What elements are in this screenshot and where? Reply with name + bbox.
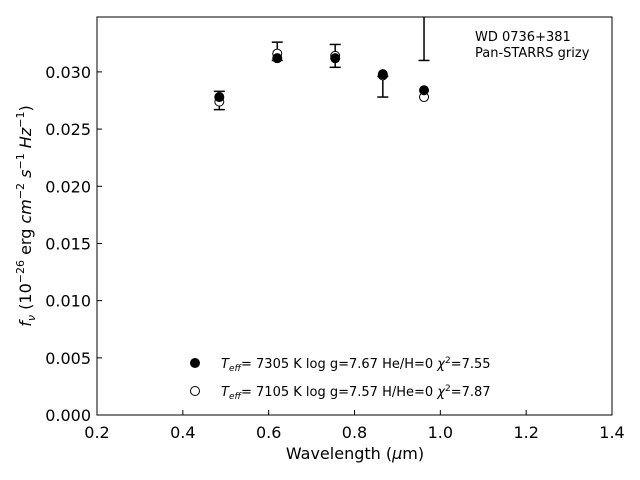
x-tick-label: 1.2	[513, 423, 538, 442]
model-point-filled	[377, 69, 388, 80]
plot-frame	[96, 16, 613, 416]
legend-entry-1: Teff= 7305 K log g=7.67 He/H=0 χ2=7.55	[221, 356, 491, 374]
legend-marker-filled	[190, 358, 200, 368]
x-tick-label: 1.0	[428, 423, 453, 442]
model-point-filled	[214, 92, 225, 103]
x-tick-label: 0.4	[170, 423, 195, 442]
y-tick-label: 0.005	[45, 349, 91, 368]
y-tick-label: 0.010	[45, 292, 91, 311]
y-tick-label: 0.025	[45, 120, 91, 139]
y-tick-label: 0.000	[45, 406, 91, 425]
y-axis-ticks: 0.000 0.005 0.010 0.015 0.020 0.025 0.030	[45, 63, 102, 425]
legend-entry-2: Teff= 7105 K log g=7.57 H/He=0 χ2=7.87	[221, 384, 491, 402]
y-tick-label: 0.030	[45, 63, 91, 82]
annotation-line-1: WD 0736+381	[475, 30, 571, 45]
legend-marker-open	[190, 386, 200, 396]
x-tick-label: 0.2	[84, 423, 109, 442]
legend: Teff= 7305 K log g=7.67 He/H=0 χ2=7.55 T…	[190, 356, 491, 402]
model-point-filled	[272, 53, 283, 64]
x-axis-ticks: 0.2 0.4 0.6 0.8 1.0 1.2 1.4	[84, 410, 625, 442]
x-tick-label: 1.4	[599, 423, 624, 442]
x-tick-label: 0.6	[256, 423, 281, 442]
model-point-filled	[419, 85, 430, 96]
annotation-line-2: Pan-STARRS grizy	[475, 46, 590, 61]
y-tick-label: 0.015	[45, 234, 91, 253]
y-axis-title: fν (10−26 erg cm−2 s−1 Hz−1)	[14, 105, 38, 326]
data-marks	[213, 17, 430, 111]
y-tick-label: 0.020	[45, 177, 91, 196]
x-tick-label: 0.8	[342, 423, 367, 442]
model-point-filled	[330, 53, 341, 64]
x-axis-title: Wavelength (μm)	[286, 444, 424, 463]
